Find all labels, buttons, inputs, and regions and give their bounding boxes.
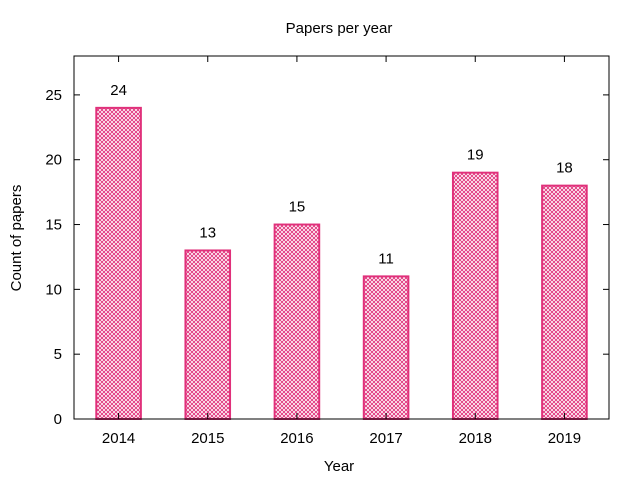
data-labels-group: 24 13 15 11 19 18 bbox=[110, 82, 573, 268]
y-tick-label-15: 15 bbox=[45, 217, 62, 234]
y-tick-label-20: 20 bbox=[45, 152, 62, 169]
x-axis-title: Year bbox=[324, 458, 354, 475]
x-tick-label-2018: 2018 bbox=[459, 430, 492, 447]
y-tick-label-25: 25 bbox=[45, 87, 62, 104]
y-axis-title: Count of papers bbox=[8, 185, 25, 292]
x-tick-label-2014: 2014 bbox=[102, 430, 135, 447]
data-label-2017: 11 bbox=[378, 250, 394, 267]
y-axis: 0 5 10 15 20 25 bbox=[45, 87, 609, 428]
bar-2017 bbox=[362, 275, 410, 421]
y-tick-label-0: 0 bbox=[54, 411, 62, 428]
data-label-2015: 13 bbox=[199, 224, 216, 241]
bar-2015 bbox=[184, 249, 232, 420]
bars-group bbox=[95, 106, 588, 421]
x-tick-label-2015: 2015 bbox=[191, 430, 224, 447]
plot-frame bbox=[73, 55, 610, 420]
x-tick-label-2019: 2019 bbox=[548, 430, 581, 447]
bar-2018 bbox=[451, 171, 499, 420]
y-tick-label-5: 5 bbox=[54, 346, 62, 363]
data-label-2014: 24 bbox=[110, 82, 127, 99]
data-label-2016: 15 bbox=[289, 199, 306, 216]
y-tick-label-10: 10 bbox=[45, 281, 62, 298]
bar-2016 bbox=[273, 223, 321, 420]
x-axis: 2014 2015 2016 2017 2018 2019 bbox=[102, 56, 581, 447]
bar-2014 bbox=[95, 106, 142, 421]
x-tick-label-2017: 2017 bbox=[369, 430, 402, 447]
bar-2019 bbox=[541, 184, 588, 420]
data-label-2018: 19 bbox=[467, 147, 484, 164]
x-tick-label-2016: 2016 bbox=[280, 430, 313, 447]
data-label-2019: 18 bbox=[556, 160, 573, 177]
chart-title: Papers per year bbox=[286, 20, 393, 37]
